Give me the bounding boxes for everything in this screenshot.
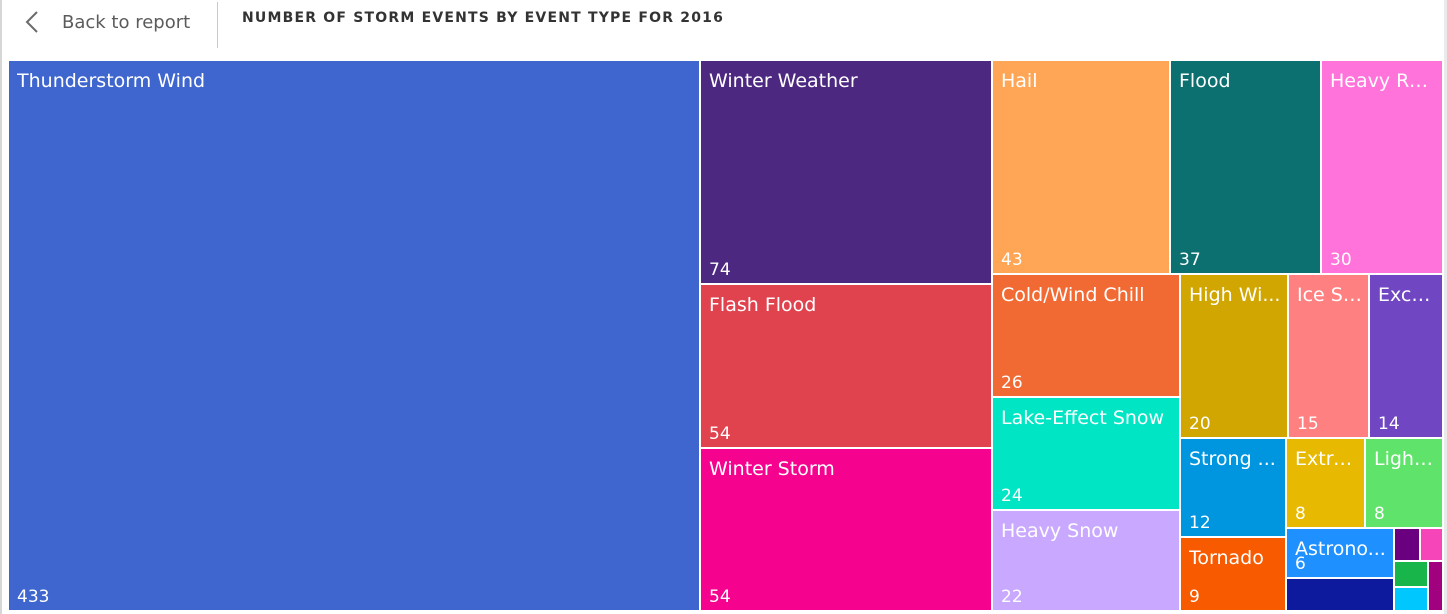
treemap-tile-light[interactable]: Light... 8	[1365, 438, 1443, 528]
treemap-tile-unlabeled-18[interactable]	[1286, 578, 1394, 611]
back-to-report-label: Back to report	[62, 11, 191, 33]
treemap-tile-strong[interactable]: Strong ... 12	[1180, 438, 1286, 537]
treemap-tile-value: 74	[709, 260, 731, 280]
treemap-tile-label: Heavy Snow	[1001, 520, 1119, 542]
treemap-tile-tornado[interactable]: Tornado 9	[1180, 537, 1286, 611]
treemap-tile-unlabeled-23[interactable]	[1394, 587, 1428, 611]
treemap-tile-label: Winter Weather	[709, 70, 858, 92]
treemap-tile-heavy-snow[interactable]: Heavy Snow 22	[992, 510, 1180, 611]
treemap-tile-value: 8	[1374, 504, 1385, 524]
treemap-tile-label: Winter Storm	[709, 458, 835, 480]
treemap-tile-label: Exce...	[1378, 284, 1436, 306]
treemap-tile-value: 12	[1189, 513, 1211, 533]
treemap-tile-extre[interactable]: Extre... 8	[1286, 438, 1365, 528]
treemap-tile-label: Flash Flood	[709, 294, 817, 316]
treemap-tile-label: Strong ...	[1189, 448, 1276, 470]
treemap-tile-label: Light...	[1374, 448, 1436, 470]
treemap-tile-value: 30	[1330, 250, 1352, 270]
treemap-tile-unlabeled-19[interactable]	[1394, 528, 1420, 561]
treemap-tile-value: 24	[1001, 486, 1023, 506]
treemap-tile-flash-flood[interactable]: Flash Flood 54	[700, 284, 992, 448]
treemap-tile-value: 433	[17, 587, 50, 607]
treemap-tile-astrono[interactable]: Astrono... 6	[1286, 528, 1394, 578]
treemap-chart: Thunderstorm Wind 433 Winter Weather 74 Flas…	[8, 60, 1443, 611]
treemap-tile-hail[interactable]: Hail 43	[992, 60, 1170, 274]
treemap-tile-cold-wind-chill[interactable]: Cold/Wind Chill 26	[992, 274, 1180, 397]
treemap-tile-lake-effect-snow[interactable]: Lake-Effect Snow 24	[992, 397, 1180, 510]
treemap-tile-label: Ice St...	[1297, 284, 1362, 306]
back-to-report-button[interactable]: Back to report	[20, 4, 190, 40]
treemap-tile-value: 37	[1179, 250, 1201, 270]
treemap-tile-unlabeled-22[interactable]	[1428, 561, 1443, 611]
treemap-tile-heavy-rain[interactable]: Heavy Rain 30	[1321, 60, 1443, 274]
treemap-tile-value: 8	[1295, 504, 1306, 524]
treemap-tile-value: 14	[1378, 414, 1400, 434]
treemap-tile-winter-storm[interactable]: Winter Storm 54	[700, 448, 992, 611]
treemap-tile-label: Hail	[1001, 70, 1038, 92]
treemap-tile-value: 20	[1189, 414, 1211, 434]
treemap-tile-value: 6	[1295, 554, 1306, 574]
treemap-tile-unlabeled-20[interactable]	[1420, 528, 1443, 561]
treemap-tile-label: Extre...	[1295, 448, 1358, 470]
treemap-tile-label: Astrono...	[1295, 538, 1386, 560]
chart-title: NUMBER OF STORM EVENTS BY EVENT TYPE FOR…	[242, 10, 725, 26]
treemap-tile-label: Cold/Wind Chill	[1001, 284, 1145, 306]
right-border	[1444, 0, 1447, 614]
treemap-tile-label: High Wi...	[1189, 284, 1281, 306]
treemap-tile-label: Thunderstorm Wind	[17, 70, 206, 92]
treemap-tile-value: 22	[1001, 587, 1023, 607]
treemap-tile-label: Lake-Effect Snow	[1001, 407, 1165, 429]
treemap-tile-flood[interactable]: Flood 37	[1170, 60, 1321, 274]
treemap-tile-label: Heavy Rain	[1330, 70, 1436, 92]
treemap-tile-winter-weather[interactable]: Winter Weather 74	[700, 60, 992, 284]
treemap-tile-high-wi[interactable]: High Wi... 20	[1180, 274, 1288, 438]
treemap-tile-thunderstorm-wind[interactable]: Thunderstorm Wind 433	[8, 60, 700, 611]
treemap-tile-value: 54	[709, 424, 731, 444]
treemap-tile-unlabeled-21[interactable]	[1394, 561, 1428, 587]
treemap-tile-value: 26	[1001, 373, 1023, 393]
treemap-tile-value: 43	[1001, 250, 1023, 270]
treemap-tile-value: 9	[1189, 587, 1200, 607]
treemap-tile-label: Flood	[1179, 70, 1231, 92]
treemap-tile-ice-st[interactable]: Ice St... 15	[1288, 274, 1369, 438]
left-border	[0, 0, 2, 614]
treemap-tile-label: Tornado	[1189, 547, 1264, 569]
chevron-left-icon	[20, 10, 44, 34]
treemap-tile-value: 15	[1297, 414, 1319, 434]
treemap-tile-value: 54	[709, 587, 731, 607]
treemap-tile-exce[interactable]: Exce... 14	[1369, 274, 1443, 438]
header-divider	[217, 2, 218, 48]
